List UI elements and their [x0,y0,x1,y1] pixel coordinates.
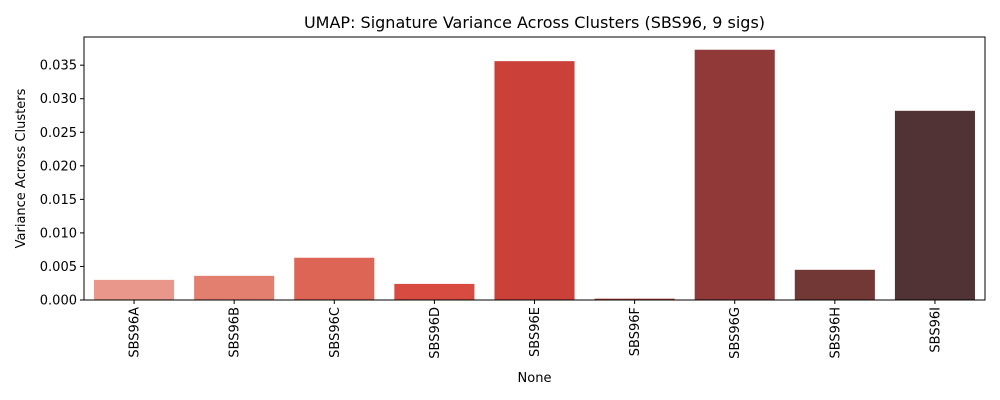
y-tick-label: 0.020 [40,159,77,174]
x-axis-label: None [518,371,552,386]
x-tick-label: SBS96G [728,307,743,359]
bar-sbs96d [394,283,475,300]
bar-sbs96f [594,298,675,300]
y-axis-label: Variance Across Clusters [14,88,29,248]
x-tick-label: SBS96C [328,307,343,358]
y-tick-label: 0.010 [40,226,77,241]
bars [94,49,975,300]
bar-sbs96g [694,49,775,300]
x-tick-label: SBS96B [228,307,243,358]
chart-title: UMAP: Signature Variance Across Clusters… [304,13,765,32]
x-tick-label: SBS96I [928,307,943,353]
plot-frame [83,36,986,301]
bar-sbs96i [894,110,975,300]
y-tick-label: 0.005 [40,260,77,275]
y-tick-label: 0.035 [40,59,77,74]
y-axis-ticks: 0.000 0.005 0.010 0.015 0.020 0.025 0.030 0.035 [40,59,84,309]
x-tick-label: SBS96E [528,307,543,357]
x-axis-ticks: SBS96A SBS96B SBS96C SBS96D SBS96E SBS96F SBS9… [128,300,943,359]
y-tick-label: 0.025 [40,126,77,141]
bar-sbs96c [294,257,375,300]
x-tick-label: SBS96H [828,307,843,359]
bar-sbs96a [94,279,175,300]
bar-sbs96b [194,275,275,300]
bar-sbs96e [494,61,575,300]
y-tick-label: 0.015 [40,193,77,208]
bar-sbs96h [794,269,875,300]
x-tick-label: SBS96D [428,307,443,359]
y-tick-label: 0.000 [40,294,77,309]
y-tick-label: 0.030 [40,92,77,107]
x-tick-label: SBS96A [128,307,143,358]
x-tick-label: SBS96F [628,307,643,356]
